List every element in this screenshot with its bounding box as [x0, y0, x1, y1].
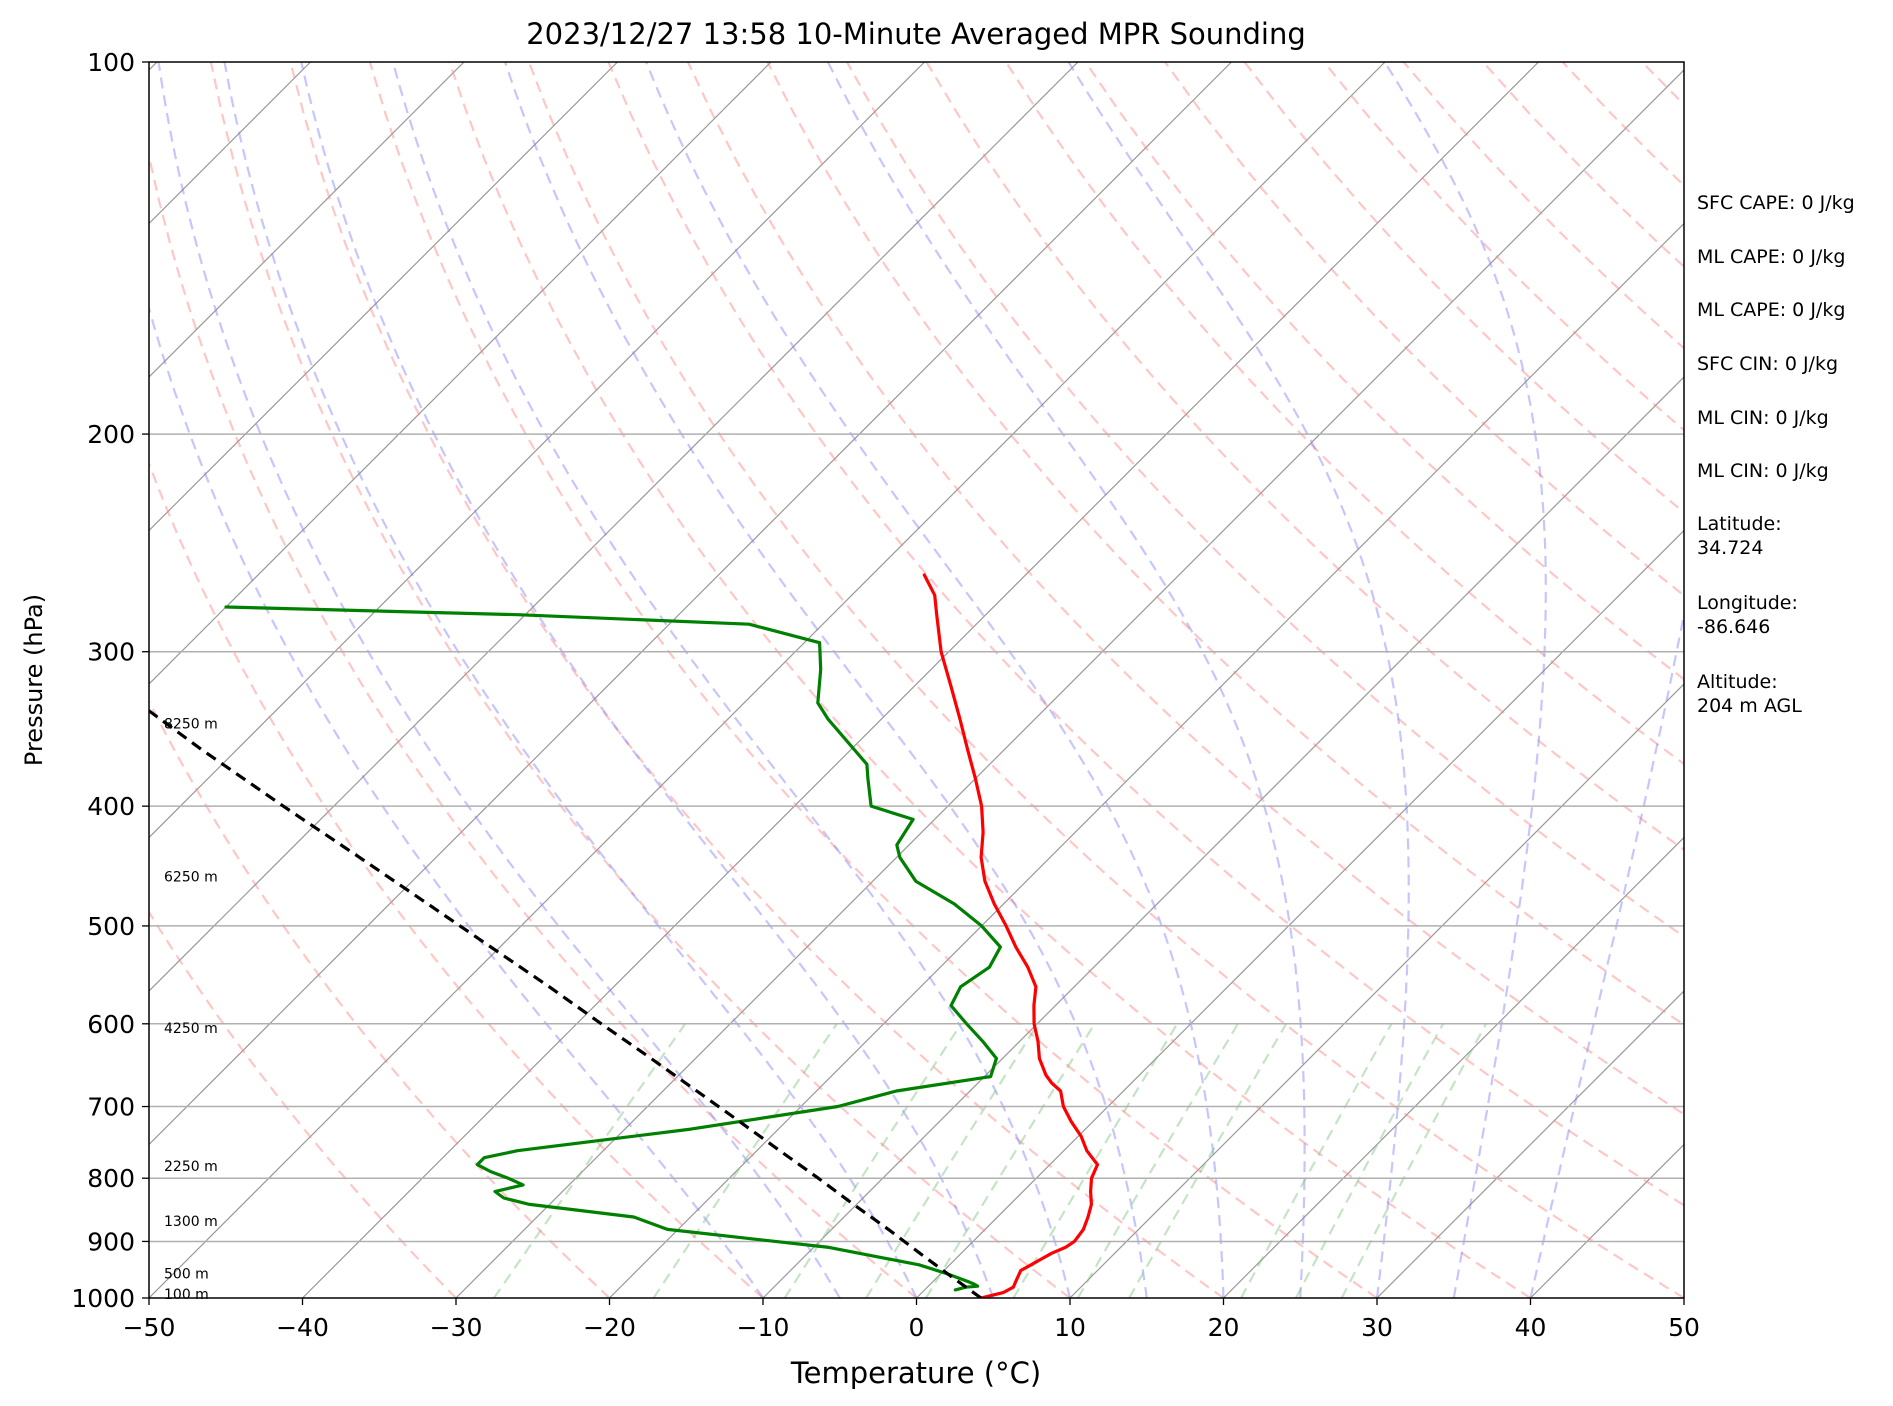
mixing-ratio-line: [1128, 1023, 1288, 1298]
isotherm-line: [1223, 836, 1684, 1298]
moist-adiabat-line: [157, 62, 841, 1298]
stat-item: ML CAPE: 0 J/kg: [1697, 246, 1846, 268]
isotherm-line: [149, 62, 465, 378]
stat-item: ML CIN: 0 J/kg: [1697, 407, 1829, 429]
dry-adiabat-line: [448, 62, 1532, 1298]
y-tick-label: 500: [87, 912, 135, 941]
isotherm-line: [149, 62, 1386, 1298]
dry-adiabat-line: [527, 62, 1684, 1298]
moist-adiabat-line: [149, 304, 764, 1298]
dry-adiabat-line: [149, 460, 764, 1298]
dry-adiabat-line: [766, 62, 1684, 1027]
x-tick-label: 30: [1361, 1313, 1393, 1342]
dry-adiabat-line: [149, 699, 611, 1298]
dry-adiabat-line: [1164, 62, 1684, 597]
dry-adiabat-line: [149, 150, 918, 1298]
x-tick-label: 20: [1208, 1313, 1240, 1342]
isotherm-line: [149, 62, 925, 839]
chart-title: 2023/12/27 13:58 10-Minute Averaged MPR …: [526, 17, 1306, 51]
moist-adiabat-line: [1529, 608, 1684, 1298]
y-tick-label: 700: [87, 1093, 135, 1122]
height-label: 8250 m: [164, 717, 218, 733]
moist-adiabat-line: [300, 62, 995, 1298]
dewpoint-profile-line: [224, 605, 1002, 1292]
stat-item: SFC CAPE: 0 J/kg: [1697, 192, 1855, 214]
isotherm-line: [149, 62, 1079, 992]
y-tick-label: 1000: [71, 1284, 135, 1313]
isotherm-line: [149, 62, 618, 532]
y-tick-label: 800: [87, 1164, 135, 1193]
stat-item: Longitude: -86.646: [1697, 592, 1798, 638]
height-label: 100 m: [164, 1287, 209, 1303]
height-label: 4250 m: [164, 1021, 218, 1037]
isotherm-line: [916, 529, 1684, 1298]
dry-adiabat-line: [209, 62, 1071, 1298]
x-tick-label: 10: [1054, 1313, 1086, 1342]
isotherm-line: [149, 62, 772, 685]
isotherm-line: [609, 222, 1684, 1298]
stat-item: ML CIN: 0 J/kg: [1697, 460, 1829, 482]
mixing-ratio-line: [652, 1023, 838, 1298]
dry-adiabat-line: [368, 62, 1378, 1298]
x-tick-label: −40: [276, 1313, 329, 1342]
x-tick-label: −30: [430, 1313, 483, 1342]
y-tick-label: 900: [87, 1227, 135, 1256]
x-tick-label: −20: [583, 1313, 636, 1342]
dry-adiabat-line: [607, 62, 1684, 1207]
moist-adiabat-line: [826, 62, 1306, 1298]
height-label: 2250 m: [164, 1159, 218, 1175]
y-axis-label: Pressure (hPa): [20, 594, 48, 766]
stat-item: Altitude: 204 m AGL: [1697, 671, 1802, 717]
dry-adiabat-line: [846, 62, 1684, 939]
x-axis-label: Temperature (°C): [790, 1356, 1041, 1390]
dry-adiabat-line: [1084, 62, 1684, 681]
y-tick-label: 100: [87, 48, 135, 77]
moist-adiabat-line: [504, 62, 1148, 1298]
y-tick-label: 400: [87, 792, 135, 821]
moist-adiabat-line: [645, 62, 1225, 1298]
height-label: 6250 m: [164, 869, 218, 885]
dry-adiabat-line: [149, 910, 457, 1298]
stat-item: SFC CIN: 0 J/kg: [1697, 353, 1839, 375]
dry-adiabat-line: [686, 62, 1684, 1116]
height-label: 1300 m: [164, 1214, 218, 1230]
dry-adiabat-line: [925, 62, 1684, 852]
mixing-ratio-line: [865, 1023, 1039, 1298]
stat-item: ML CAPE: 0 J/kg: [1697, 299, 1846, 321]
mixing-ratio-line: [924, 1023, 1096, 1298]
y-tick-label: 200: [87, 420, 135, 449]
isotherm-line: [1069, 683, 1684, 1298]
height-label: 500 m: [164, 1266, 209, 1282]
parcel-profile-line: [149, 708, 982, 1298]
isotherm-line: [762, 376, 1684, 1298]
y-tick-label: 300: [87, 638, 135, 667]
isotherm-line: [1376, 990, 1684, 1298]
stat-item: Latitude: 34.724: [1697, 513, 1782, 559]
x-tick-label: −10: [737, 1313, 790, 1342]
moist-adiabat-line: [1383, 62, 1547, 1298]
x-tick-label: 50: [1668, 1313, 1700, 1342]
mixing-ratio-line: [1076, 1023, 1239, 1298]
x-tick-label: −50: [123, 1313, 176, 1342]
x-tick-label: 40: [1515, 1313, 1547, 1342]
mixing-ratio-line: [783, 1023, 963, 1298]
temperature-profile-line: [922, 573, 1100, 1298]
isotherm-line: [455, 69, 1684, 1298]
isotherm-line: [149, 62, 1232, 1146]
moist-adiabat-line: [223, 62, 918, 1298]
dry-adiabat-line: [289, 62, 1225, 1298]
isotherm-line: [302, 62, 1539, 1298]
y-tick-label: 600: [87, 1010, 135, 1039]
moist-adiabat-line: [391, 62, 1072, 1298]
x-tick-label: 0: [909, 1313, 925, 1342]
